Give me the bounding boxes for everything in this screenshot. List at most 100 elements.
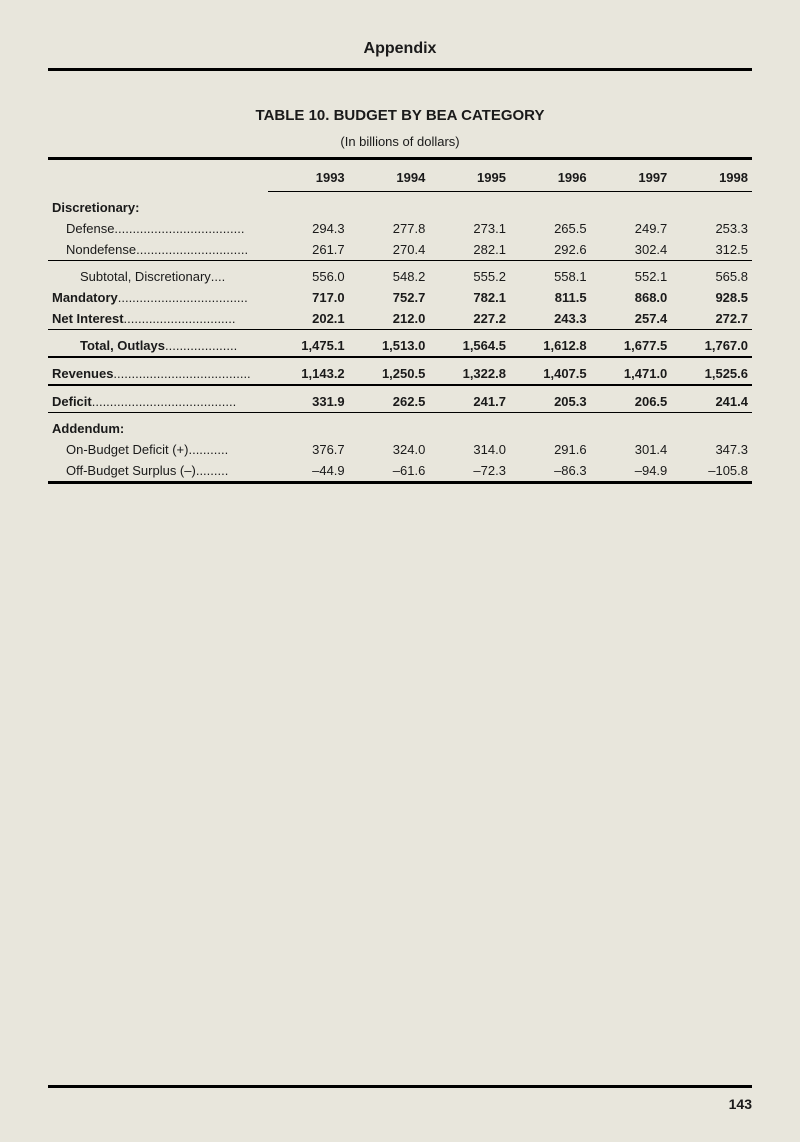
year-header: 1994 — [349, 159, 430, 192]
page-number: 143 — [729, 1096, 752, 1112]
cell-value: –86.3 — [510, 460, 591, 483]
cell-value: 1,407.5 — [510, 357, 591, 385]
table-row: Defense.................................… — [48, 218, 752, 239]
year-header: 1998 — [671, 159, 752, 192]
cell-value: 202.1 — [268, 308, 349, 330]
cell-value: 249.7 — [591, 218, 672, 239]
cell-value: 272.7 — [671, 308, 752, 330]
table-head: 199319941995199619971998 — [48, 159, 752, 192]
cell-value: 868.0 — [591, 287, 672, 308]
cell-value: –105.8 — [671, 460, 752, 483]
cell-value: 212.0 — [349, 308, 430, 330]
cell-value: 347.3 — [671, 439, 752, 460]
table-row: On-Budget Deficit (+)...........376.7324… — [48, 439, 752, 460]
leader-dots: ........... — [188, 442, 228, 457]
row-label: Net Interest............................… — [48, 308, 268, 330]
cell-value — [591, 192, 672, 218]
table-row: Discretionary: — [48, 192, 752, 218]
cell-value: 324.0 — [349, 439, 430, 460]
row-label-text: Mandatory — [52, 290, 118, 305]
year-header: 1995 — [429, 159, 510, 192]
row-label: Mandatory...............................… — [48, 287, 268, 308]
row-label-text: Off-Budget Surplus (–) — [66, 463, 196, 478]
table-body: Discretionary: Defense...................… — [48, 192, 752, 483]
cell-value: 752.7 — [349, 287, 430, 308]
cell-value: 205.3 — [510, 385, 591, 413]
cell-value — [429, 412, 510, 439]
cell-value: 552.1 — [591, 260, 672, 287]
row-label: Discretionary: — [48, 192, 268, 218]
cell-value: 241.4 — [671, 385, 752, 413]
cell-value: –72.3 — [429, 460, 510, 483]
table-row: Nondefense..............................… — [48, 239, 752, 261]
table-row: Total, Outlays....................1,475.… — [48, 329, 752, 357]
leader-dots: ...................................... — [113, 366, 250, 381]
year-header: 1993 — [268, 159, 349, 192]
leader-dots: .................................... — [118, 290, 248, 305]
cell-value: 270.4 — [349, 239, 430, 261]
year-header-row: 199319941995199619971998 — [48, 159, 752, 192]
cell-value: 301.4 — [591, 439, 672, 460]
row-label: On-Budget Deficit (+)........... — [48, 439, 268, 460]
table-row: Subtotal, Discretionary....556.0548.2555… — [48, 260, 752, 287]
footer-rule — [48, 1085, 752, 1088]
cell-value — [268, 192, 349, 218]
cell-value — [671, 412, 752, 439]
row-label-text: Deficit — [52, 394, 92, 409]
table-row: Net Interest............................… — [48, 308, 752, 330]
cell-value: 302.4 — [591, 239, 672, 261]
table-row: Deficit.................................… — [48, 385, 752, 413]
cell-value: –61.6 — [349, 460, 430, 483]
row-label: Off-Budget Surplus (–)......... — [48, 460, 268, 483]
cell-value: 558.1 — [510, 260, 591, 287]
cell-value: 565.8 — [671, 260, 752, 287]
cell-value: 312.5 — [671, 239, 752, 261]
cell-value: 253.3 — [671, 218, 752, 239]
cell-value: 1,612.8 — [510, 329, 591, 357]
year-header: 1996 — [510, 159, 591, 192]
row-label: Nondefense..............................… — [48, 239, 268, 261]
leader-dots: .................... — [165, 338, 237, 353]
cell-value — [510, 192, 591, 218]
cell-value: 1,322.8 — [429, 357, 510, 385]
cell-value: 811.5 — [510, 287, 591, 308]
row-label: Total, Outlays.................... — [48, 329, 268, 357]
cell-value: 331.9 — [268, 385, 349, 413]
leader-dots: .................................... — [114, 221, 244, 236]
table-row: Mandatory...............................… — [48, 287, 752, 308]
cell-value: 277.8 — [349, 218, 430, 239]
cell-value: 782.1 — [429, 287, 510, 308]
cell-value: 1,677.5 — [591, 329, 672, 357]
table-subtitle: (In billions of dollars) — [48, 134, 752, 149]
cell-value: 261.7 — [268, 239, 349, 261]
cell-value: 1,471.0 — [591, 357, 672, 385]
cell-value: 1,564.5 — [429, 329, 510, 357]
cell-value — [510, 412, 591, 439]
cell-value: 1,250.5 — [349, 357, 430, 385]
cell-value: 291.6 — [510, 439, 591, 460]
cell-value — [591, 412, 672, 439]
cell-value: 206.5 — [591, 385, 672, 413]
row-label-text: Total, Outlays — [80, 338, 165, 353]
budget-table: 199319941995199619971998 Discretionary:D… — [48, 157, 752, 484]
cell-value — [349, 412, 430, 439]
cell-value — [671, 192, 752, 218]
cell-value: 265.5 — [510, 218, 591, 239]
cell-value — [268, 412, 349, 439]
cell-value: 257.4 — [591, 308, 672, 330]
cell-value: –94.9 — [591, 460, 672, 483]
cell-value: 1,513.0 — [349, 329, 430, 357]
cell-value: 227.2 — [429, 308, 510, 330]
row-label: Defense.................................… — [48, 218, 268, 239]
table-row: Revenues................................… — [48, 357, 752, 385]
cell-value: 273.1 — [429, 218, 510, 239]
row-label-text: Discretionary: — [52, 200, 139, 215]
cell-value: 928.5 — [671, 287, 752, 308]
row-label: Revenues................................… — [48, 357, 268, 385]
row-label: Addendum: — [48, 412, 268, 439]
label-col-header — [48, 159, 268, 192]
cell-value: 241.7 — [429, 385, 510, 413]
row-label-text: Nondefense — [66, 242, 136, 257]
leader-dots: ......... — [196, 463, 229, 478]
table-title: TABLE 10. BUDGET BY BEA CATEGORY — [48, 107, 752, 124]
